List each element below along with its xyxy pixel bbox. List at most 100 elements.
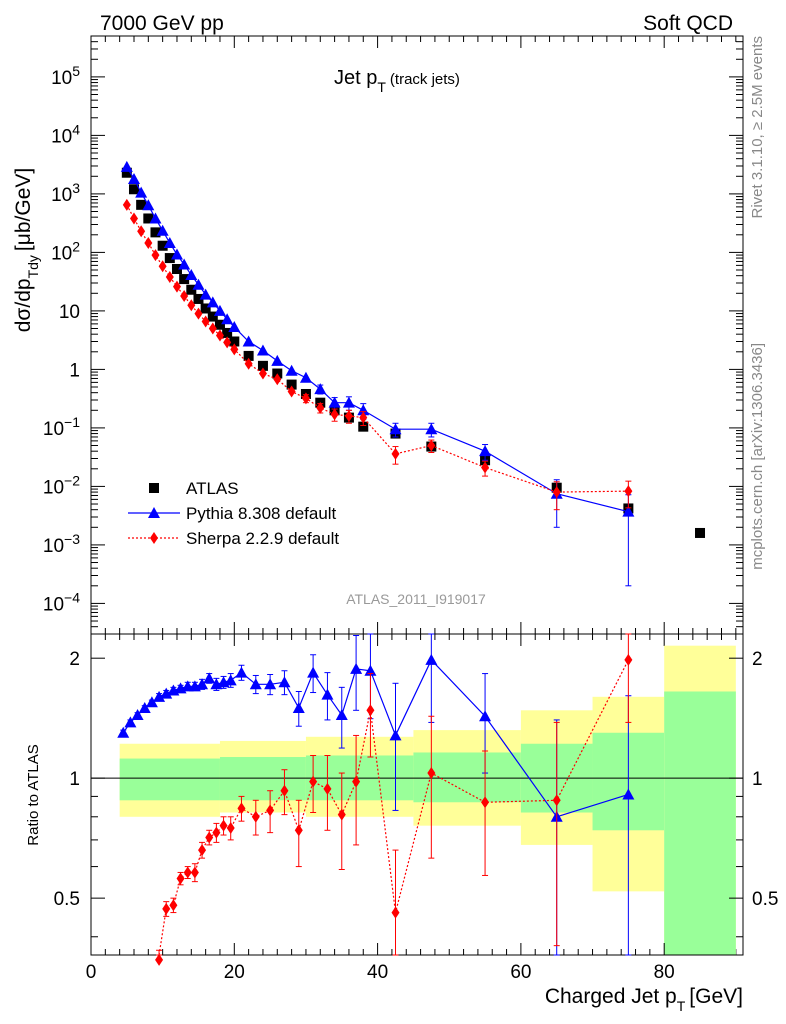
pythia-point bbox=[425, 423, 438, 435]
y-tick-label: 102 bbox=[51, 238, 80, 264]
x-tick-label: 80 bbox=[654, 962, 675, 983]
pythia-point bbox=[142, 199, 155, 211]
pythia-point bbox=[285, 364, 298, 376]
sherpa-point bbox=[273, 373, 282, 386]
mcplots-label: mcplots.cern.ch [arXiv:1306.3436] bbox=[749, 343, 766, 570]
y-tick-label: 10−2 bbox=[43, 472, 80, 498]
sherpa-ratio-point bbox=[190, 866, 199, 879]
pythia-point bbox=[163, 236, 176, 248]
ratio-panel: 0 20 40 60 80 0.5 0.5 1 1 2 2 bbox=[54, 633, 778, 983]
legend-label-pythia: Pythia 8.308 default bbox=[186, 504, 337, 523]
sherpa-ratio-point bbox=[251, 810, 260, 823]
atlas-point bbox=[193, 293, 204, 304]
pythia-ratio-point bbox=[264, 678, 277, 690]
sherpa-point bbox=[244, 357, 253, 370]
uncertainty-band-inner bbox=[413, 752, 521, 803]
sherpa-ratio-point bbox=[552, 794, 561, 807]
sherpa-point bbox=[129, 212, 138, 225]
sherpa-point bbox=[122, 198, 131, 211]
pythia-ratio-point bbox=[321, 688, 334, 700]
legend-marker-atlas bbox=[149, 483, 159, 493]
ratio-frame bbox=[90, 633, 744, 956]
legend: ATLAS Pythia 8.308 default Sherpa 2.2.9 de… bbox=[128, 479, 339, 548]
sherpa-point bbox=[344, 409, 353, 422]
pythia-point bbox=[357, 404, 370, 416]
pythia-point bbox=[328, 396, 341, 408]
pythia-ratio-point bbox=[196, 678, 209, 690]
sherpa-point bbox=[223, 336, 232, 349]
sherpa-ratio-point bbox=[323, 782, 332, 795]
sherpa-point bbox=[180, 289, 189, 302]
pythia-point bbox=[206, 296, 219, 308]
atlas-point bbox=[222, 327, 233, 338]
sherpa-point bbox=[330, 408, 339, 421]
atlas-point bbox=[164, 253, 175, 264]
atlas-point bbox=[358, 421, 369, 432]
atlas-point bbox=[243, 350, 254, 361]
legend-marker-pythia bbox=[148, 507, 160, 518]
pythia-point bbox=[271, 354, 284, 366]
pythia-point bbox=[242, 335, 255, 347]
sherpa-point bbox=[301, 392, 310, 405]
pythia-point bbox=[299, 371, 312, 383]
x-tick-label: 40 bbox=[367, 962, 388, 983]
pythia-point bbox=[256, 344, 269, 356]
atlas-point bbox=[179, 274, 190, 285]
sherpa-ratio-point bbox=[155, 953, 164, 966]
pythia-point bbox=[228, 321, 241, 333]
sherpa-point bbox=[624, 485, 633, 498]
sherpa-point bbox=[391, 447, 400, 460]
sherpa-point bbox=[230, 343, 239, 356]
pythia-ratio-point bbox=[278, 676, 291, 688]
sherpa-ratio-point bbox=[176, 872, 185, 885]
sherpa-ratio-point bbox=[309, 775, 318, 788]
sherpa-point bbox=[201, 315, 210, 328]
y-tick-label: 10−3 bbox=[43, 531, 80, 557]
pythia-ratio-point bbox=[203, 672, 216, 684]
pythia-ratio-point bbox=[153, 690, 166, 702]
sherpa-point bbox=[144, 236, 153, 249]
pythia-point bbox=[389, 423, 402, 435]
sherpa-ratio-point bbox=[237, 802, 246, 815]
pythia-point bbox=[314, 383, 327, 395]
sherpa-ratio-point bbox=[294, 824, 303, 837]
ratio-ylabel: Ratio to ATLAS bbox=[25, 744, 42, 845]
ratio-y-tick-label: 0.5 bbox=[54, 889, 80, 910]
sherpa-point bbox=[215, 329, 224, 342]
sherpa-point bbox=[172, 280, 181, 293]
header-right: Soft QCD bbox=[643, 12, 733, 35]
pythia-point bbox=[199, 288, 212, 300]
pythia-ratio-point bbox=[622, 788, 635, 800]
pythia-ratio-point bbox=[425, 653, 438, 665]
sherpa-point bbox=[208, 322, 217, 335]
y-tick-label: 105 bbox=[51, 63, 80, 89]
ratio-y-tick-label-right: 1 bbox=[752, 769, 763, 790]
sherpa-ratio-point bbox=[624, 653, 633, 666]
sherpa-ratio-point bbox=[266, 804, 275, 817]
pythia-point bbox=[221, 313, 234, 325]
atlas-point bbox=[200, 303, 211, 314]
sherpa-point bbox=[316, 401, 325, 414]
sherpa-point bbox=[427, 439, 436, 452]
sherpa-ratio-point bbox=[219, 819, 228, 832]
x-tick-label: 20 bbox=[224, 962, 245, 983]
pythia-ratio-point bbox=[224, 674, 237, 686]
sherpa-ratio-point bbox=[391, 906, 400, 919]
y-tick-label: 10−4 bbox=[43, 589, 80, 615]
x-axis-label: Charged Jet pT [GeV] bbox=[545, 985, 743, 1014]
sherpa-point bbox=[165, 270, 174, 283]
sherpa-ratio-point bbox=[352, 775, 361, 788]
atlas-point bbox=[128, 184, 139, 195]
pythia-ratio-point bbox=[160, 687, 173, 699]
pythia-point bbox=[185, 269, 198, 281]
sherpa-point bbox=[258, 367, 267, 380]
pythia-point bbox=[120, 160, 133, 172]
legend-marker-sherpa bbox=[150, 532, 158, 544]
main-panel: 10−4 10−3 10−2 10−1 1 10 102 103 104 105 ATLAS Pyth… bbox=[43, 35, 744, 955]
pythia-ratio-point bbox=[292, 701, 305, 713]
pythia-point bbox=[342, 396, 355, 408]
pythia-point bbox=[622, 505, 635, 517]
pythia-ratio-point bbox=[335, 709, 348, 721]
plot-title: Jet pT (track jets) bbox=[334, 67, 460, 95]
pythia-ratio-point bbox=[350, 662, 363, 674]
